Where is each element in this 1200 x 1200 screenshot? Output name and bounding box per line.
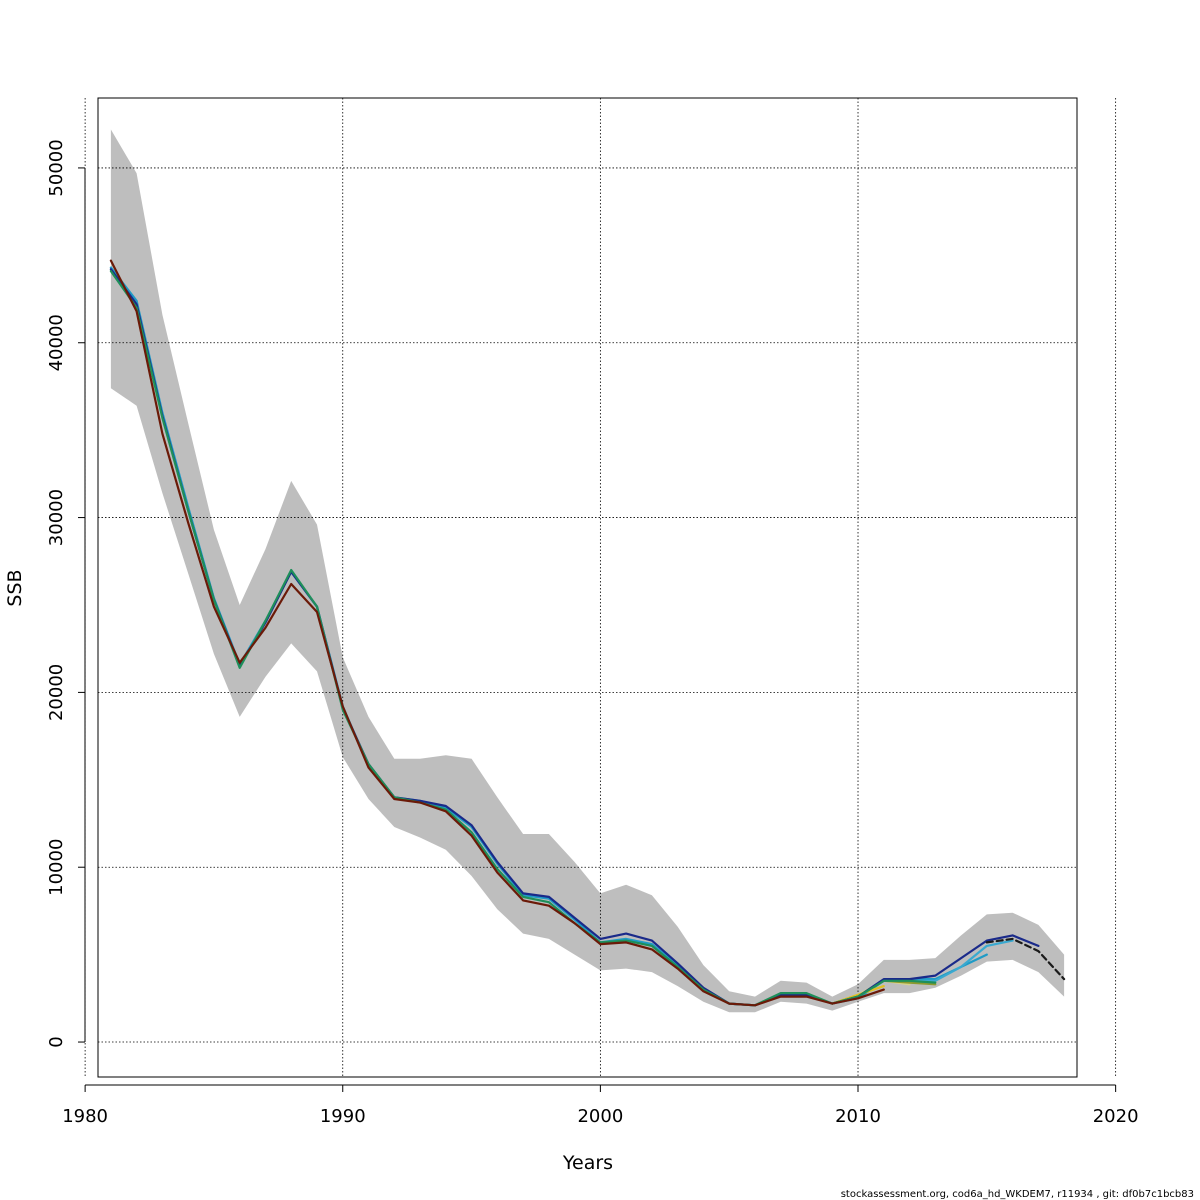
y-tick-label-0: 0 xyxy=(46,1036,67,1047)
axes: 1980 1990 2000 2010 2020 0 10000 20000 30000 4000… xyxy=(46,97,1139,1127)
plot-area xyxy=(84,98,1117,1077)
plot-frame xyxy=(97,97,1078,1078)
x-axis-title: Years xyxy=(562,1152,613,1174)
footer-credit: stockassessment.org, cod6a_hd_WKDEM7, r1… xyxy=(841,1189,1194,1200)
x-tick-label-2010: 2010 xyxy=(835,1106,881,1127)
confidence-band xyxy=(110,129,1065,1013)
y-tick-label-20000: 20000 xyxy=(46,664,67,721)
x-tick-label-1980: 1980 xyxy=(62,1106,108,1127)
y-tick-label-30000: 30000 xyxy=(46,489,67,546)
y-axis-title: SSB xyxy=(4,569,26,606)
y-tick-label-40000: 40000 xyxy=(46,314,67,371)
y-tick-label-10000: 10000 xyxy=(46,839,67,896)
series-line-8 xyxy=(985,937,1066,981)
series-line-9 xyxy=(109,259,885,1007)
x-tick-label-2020: 2020 xyxy=(1093,1106,1139,1127)
y-tick-label-50000: 50000 xyxy=(46,139,67,196)
x-tick-label-2000: 2000 xyxy=(577,1106,623,1127)
x-tick-label-1990: 1990 xyxy=(320,1106,366,1127)
